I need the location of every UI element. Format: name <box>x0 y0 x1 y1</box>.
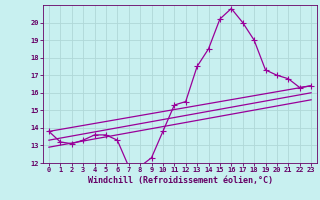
X-axis label: Windchill (Refroidissement éolien,°C): Windchill (Refroidissement éolien,°C) <box>87 176 273 185</box>
